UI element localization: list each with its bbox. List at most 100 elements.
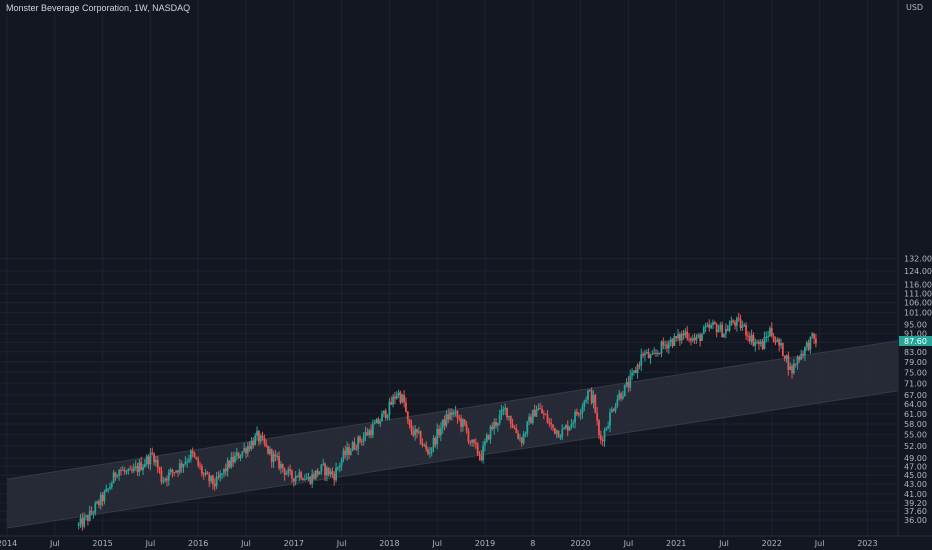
candle [678, 332, 681, 346]
candle-body [504, 407, 507, 410]
candle-body [478, 453, 481, 456]
candle-body [230, 456, 233, 468]
candle-body [603, 430, 606, 442]
candle [594, 393, 597, 414]
candle [496, 422, 499, 432]
candle [721, 321, 724, 338]
candle-body [338, 465, 341, 468]
x-tick-label: Jul [718, 539, 729, 548]
candle [175, 469, 178, 474]
candle [221, 472, 223, 480]
candle-body [791, 366, 793, 374]
candle [331, 467, 334, 478]
candle-body [212, 475, 214, 485]
candle [224, 463, 227, 476]
candle [318, 471, 321, 475]
candle-body [131, 469, 133, 472]
y-tick-label: 43.00 [904, 480, 927, 489]
candle [658, 352, 661, 355]
candle [79, 514, 82, 528]
candle [701, 332, 703, 341]
candle-body [191, 450, 194, 454]
candle-body [320, 464, 323, 472]
candle [719, 322, 722, 333]
candle [259, 433, 262, 445]
candle [291, 469, 293, 483]
candle [414, 424, 417, 441]
candle-body [145, 456, 148, 465]
candle [129, 465, 132, 471]
candle [270, 448, 273, 468]
candle-body [524, 433, 527, 435]
candle [311, 469, 314, 488]
time-axis: 2014 Jul 2015 Jul 2016 Jul 2017 Jul 2018 Jul 2019 8… [0, 539, 878, 548]
candle [359, 435, 361, 444]
y-tick-label: 55.00 [904, 431, 927, 440]
candle-body [136, 466, 139, 472]
candle [783, 355, 786, 362]
candle [452, 409, 455, 418]
candle-body [739, 319, 742, 328]
candle [438, 424, 440, 439]
candle [673, 333, 676, 347]
candle [474, 438, 477, 449]
candle-body [454, 411, 457, 413]
candle-body [474, 442, 477, 445]
time-axis-panel[interactable] [0, 536, 932, 550]
candle [495, 418, 497, 429]
candle-body [621, 396, 624, 399]
x-tick-label: Jul [49, 539, 60, 548]
candle-body [537, 408, 540, 410]
candle [691, 334, 694, 343]
candle [537, 403, 540, 411]
candle-body [802, 353, 804, 356]
y-tick-label: 37.60 [904, 507, 927, 516]
candle-body [519, 437, 521, 439]
trend-channel[interactable] [6, 338, 910, 529]
candle-body [758, 341, 760, 345]
candle-body [508, 416, 510, 418]
candle-body [337, 467, 339, 469]
candle-body [382, 410, 385, 414]
candle-body [188, 459, 190, 462]
candle-body [142, 466, 144, 471]
candle [550, 418, 553, 430]
candle-body [484, 441, 486, 446]
candle-body [726, 329, 729, 331]
y-tick-label: 111.00 [904, 289, 932, 298]
candle-body [155, 460, 157, 463]
candle-body [533, 409, 536, 417]
candle [395, 391, 398, 400]
candle-body [587, 390, 589, 400]
y-tick-label: 52.00 [904, 442, 927, 451]
candle [809, 336, 812, 354]
candle [599, 430, 602, 445]
candle [199, 461, 201, 470]
candle [553, 427, 556, 435]
candle [403, 390, 406, 408]
candle-body [465, 424, 468, 432]
candle-body [631, 372, 633, 376]
candle [121, 465, 124, 471]
candle [375, 418, 378, 424]
candle [397, 389, 400, 399]
candle [682, 329, 685, 340]
candle-body [362, 436, 365, 442]
candle-body [177, 470, 179, 473]
candle-body [270, 449, 273, 462]
candle-body [743, 324, 746, 326]
candle [322, 458, 325, 466]
candle [212, 474, 214, 490]
candle-body [607, 426, 610, 429]
candle [815, 334, 817, 348]
candle-body [443, 419, 446, 426]
y-tick-label: 45.00 [904, 471, 927, 480]
candle [500, 404, 503, 420]
candle [544, 413, 547, 416]
candle-body [348, 447, 350, 455]
candle [156, 456, 159, 474]
price-axis-panel[interactable] [898, 0, 932, 536]
candle [164, 477, 167, 483]
candle [585, 396, 588, 404]
